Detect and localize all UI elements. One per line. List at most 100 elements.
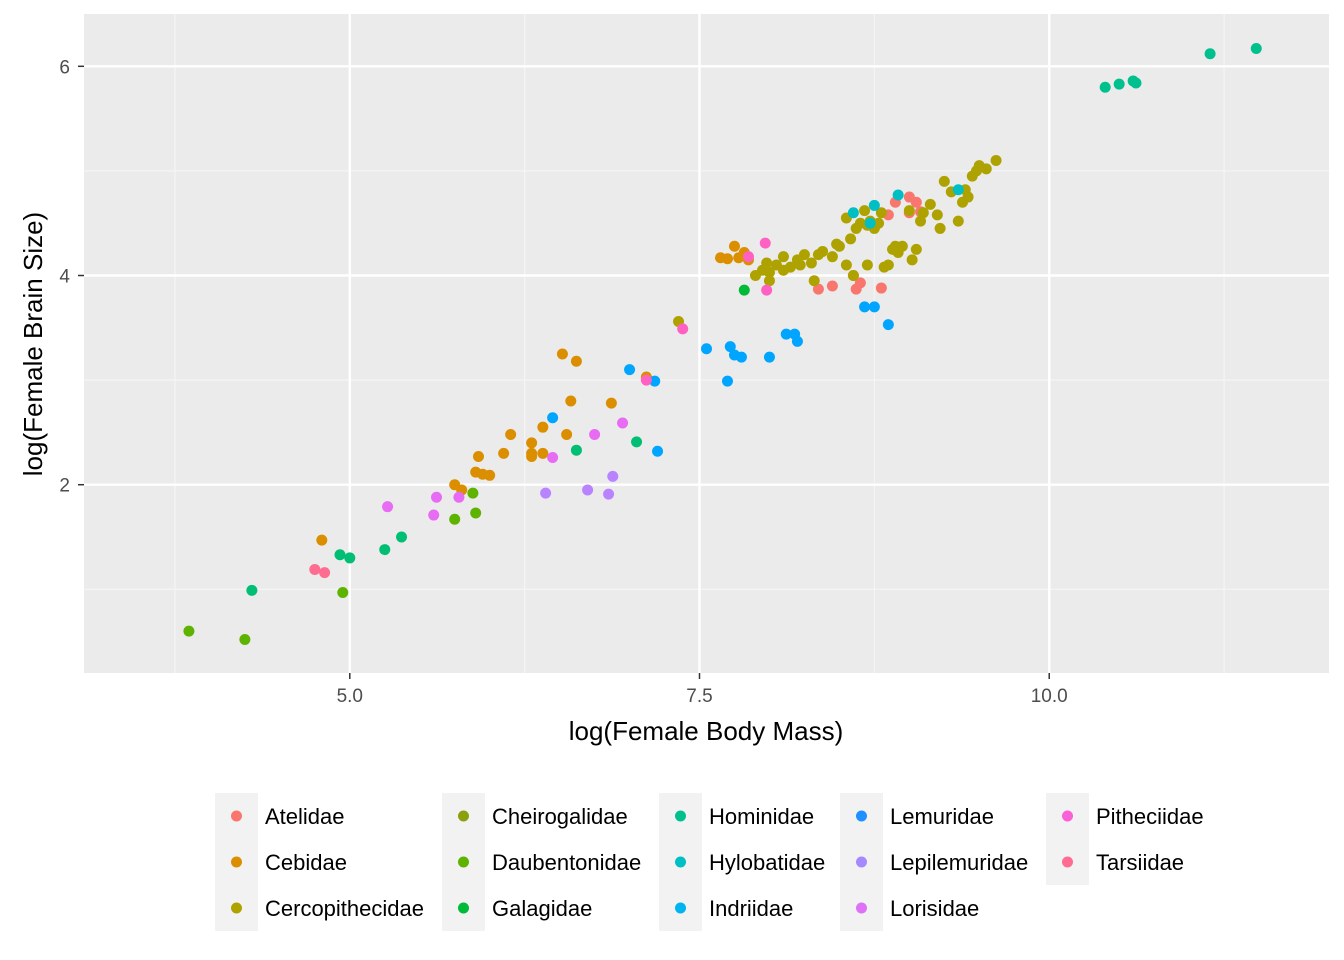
data-point bbox=[861, 259, 873, 271]
data-point bbox=[831, 238, 843, 250]
legend-key-dot bbox=[458, 810, 469, 822]
legend-item-label: Lemuridae bbox=[890, 804, 994, 829]
legend-item-label: Cheirogalidae bbox=[492, 804, 628, 829]
data-point bbox=[882, 319, 894, 331]
data-point bbox=[789, 328, 801, 340]
data-point bbox=[873, 217, 885, 229]
legend-item-label: Hylobatidae bbox=[709, 850, 825, 875]
legend-item-label: Lepilemuridae bbox=[890, 850, 1028, 875]
legend-item-label: Pitheciidae bbox=[1096, 804, 1204, 829]
data-point bbox=[854, 277, 866, 289]
data-point bbox=[316, 534, 328, 546]
grid-minor bbox=[84, 14, 1329, 673]
legend-item-label: Galagidae bbox=[492, 896, 592, 921]
legend-key-dot bbox=[458, 856, 469, 868]
data-point bbox=[428, 509, 440, 521]
data-point bbox=[547, 452, 559, 464]
data-point bbox=[649, 375, 661, 387]
data-point bbox=[931, 209, 943, 221]
legend-key-dot bbox=[675, 810, 686, 822]
data-point bbox=[868, 199, 880, 211]
data-point bbox=[910, 243, 922, 255]
data-point bbox=[1250, 43, 1262, 55]
data-point bbox=[344, 552, 356, 564]
data-point bbox=[840, 259, 852, 271]
data-point bbox=[334, 549, 346, 561]
y-axis-title: log(Female Brain Size) bbox=[18, 212, 48, 476]
data-point bbox=[721, 253, 733, 265]
data-point bbox=[990, 154, 1002, 166]
legend-item-label: Atelidae bbox=[265, 804, 345, 829]
data-point bbox=[761, 284, 773, 296]
data-point bbox=[845, 233, 857, 245]
data-point bbox=[624, 364, 636, 376]
y-tick-label: 4 bbox=[59, 267, 70, 288]
legend-key-dot bbox=[856, 856, 867, 868]
data-point bbox=[812, 283, 824, 295]
data-point bbox=[780, 328, 792, 340]
data-point bbox=[733, 252, 745, 264]
data-point bbox=[826, 251, 838, 263]
data-point bbox=[915, 215, 927, 227]
data-point bbox=[379, 544, 391, 556]
data-point bbox=[453, 491, 465, 503]
data-point bbox=[537, 421, 549, 433]
data-point bbox=[962, 191, 974, 203]
data-point bbox=[938, 175, 950, 187]
y-tick-label: 2 bbox=[59, 476, 70, 497]
data-point bbox=[847, 207, 859, 219]
data-point bbox=[1204, 48, 1216, 60]
data-point bbox=[582, 484, 594, 496]
data-point bbox=[540, 487, 552, 499]
data-point bbox=[763, 266, 775, 278]
legend-key-dot bbox=[856, 810, 867, 822]
data-point bbox=[570, 444, 582, 456]
data-point bbox=[396, 531, 408, 543]
data-point bbox=[701, 343, 712, 355]
data-point bbox=[239, 634, 251, 646]
data-point bbox=[742, 251, 754, 263]
data-point bbox=[910, 196, 922, 208]
data-point bbox=[882, 259, 894, 271]
legend-key-dot bbox=[856, 902, 867, 914]
x-axis: 5.0 7.5 10.0 bbox=[337, 673, 1068, 707]
legend-item-label: Daubentonidae bbox=[492, 850, 641, 875]
data-point bbox=[980, 163, 992, 175]
data-point bbox=[337, 586, 349, 598]
data-point bbox=[1113, 78, 1125, 90]
data-point bbox=[589, 429, 601, 441]
data-point bbox=[721, 375, 733, 387]
data-point bbox=[724, 341, 736, 353]
legend-key-dot bbox=[1062, 810, 1073, 822]
data-point bbox=[561, 429, 573, 441]
legend-key-dot bbox=[231, 902, 242, 914]
legend-item-label: Hominidae bbox=[709, 804, 814, 829]
data-point bbox=[607, 470, 619, 482]
legend-item-label: Cebidae bbox=[265, 850, 347, 875]
data-point bbox=[892, 189, 904, 201]
data-point bbox=[859, 301, 871, 313]
data-point bbox=[917, 207, 929, 219]
data-point bbox=[470, 507, 482, 519]
legend-key-dot bbox=[1062, 856, 1073, 868]
data-point bbox=[467, 487, 479, 499]
data-point bbox=[875, 282, 887, 294]
data-point bbox=[728, 240, 740, 252]
data-point bbox=[903, 205, 915, 217]
data-point bbox=[431, 491, 443, 503]
data-point bbox=[808, 275, 820, 287]
data-point bbox=[570, 355, 582, 367]
x-axis-title: log(Female Body Mass) bbox=[569, 716, 844, 746]
data-point bbox=[798, 249, 810, 261]
data-point bbox=[1130, 77, 1142, 89]
data-point bbox=[677, 323, 689, 335]
data-point bbox=[640, 374, 652, 386]
data-point bbox=[565, 395, 577, 407]
data-point bbox=[759, 237, 771, 249]
legend-item-label: Indriidae bbox=[709, 896, 793, 921]
data-point bbox=[924, 198, 936, 210]
data-point bbox=[934, 222, 946, 234]
y-axis: 2 4 6 bbox=[59, 57, 84, 497]
x-tick-label: 5.0 bbox=[337, 686, 363, 707]
